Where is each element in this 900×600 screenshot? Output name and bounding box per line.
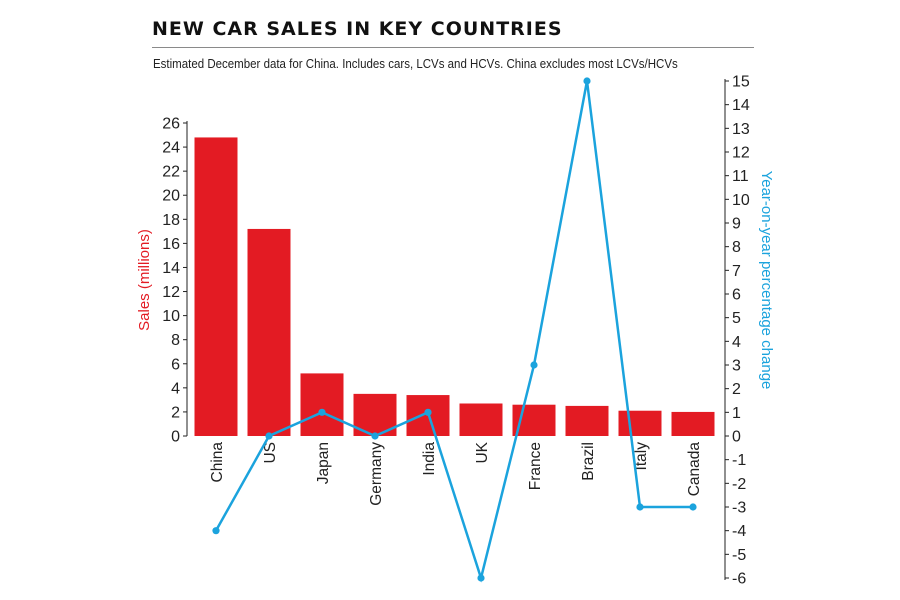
x-tick-label: UK [474, 441, 491, 463]
yoy-point [583, 77, 591, 85]
yoy-point [689, 503, 697, 511]
y2-tick-label: 15 [732, 74, 750, 91]
yoy-point [477, 574, 485, 582]
x-tick-label: Brazil [580, 442, 597, 481]
sales-bar [459, 403, 503, 436]
y-tick-label: 14 [162, 260, 180, 277]
yoy-point [424, 408, 432, 416]
x-tick-label: Canada [686, 442, 703, 497]
x-tick-label: China [209, 442, 226, 483]
y-tick-label: 10 [162, 308, 180, 325]
sales-bar [618, 410, 662, 436]
x-tick-label: Italy [633, 442, 650, 471]
sales-bar [671, 411, 715, 436]
y2-tick-label: 10 [732, 192, 750, 209]
y-tick-label: 4 [171, 380, 180, 397]
y2-tick-label: -2 [732, 476, 746, 493]
y2-tick-label: -3 [732, 500, 746, 517]
y2-tick-label: 12 [732, 145, 750, 162]
y-tick-label: 18 [162, 212, 180, 229]
y2-tick-label: -5 [732, 547, 746, 564]
yoy-point [212, 527, 220, 535]
y-tick-label: 6 [171, 356, 180, 373]
y2-tick-label: 0 [732, 429, 741, 446]
y-tick-label: 2 [171, 404, 180, 421]
chart-title: NEW CAR SALES IN KEY COUNTRIES [152, 18, 563, 40]
y2-tick-label: 3 [732, 358, 741, 375]
yoy-point [371, 432, 379, 440]
sales-bar [247, 228, 291, 436]
x-tick-label: Japan [315, 442, 332, 484]
y-axis-label: Sales (millions) [136, 229, 153, 331]
x-tick-label: France [527, 442, 544, 490]
x-axis-labels: China US Japan Germany India UK France Brazil It… [209, 441, 703, 505]
y2-tick-label: -4 [732, 523, 746, 540]
y-tick-label: 16 [162, 236, 180, 253]
y2-tick-label: 6 [732, 287, 741, 304]
y2-tick-label: 13 [732, 121, 750, 138]
chart-subtitle: Estimated December data for China. Inclu… [153, 57, 678, 71]
y2-tick-label: 9 [732, 216, 741, 233]
y2-tick-label: 14 [732, 97, 750, 114]
sales-bar [300, 373, 344, 436]
y2-tick-label: -6 [732, 571, 746, 588]
y2-axis-label: Year-on-year percentage change [758, 171, 775, 390]
yoy-point [636, 503, 644, 511]
y-tick-label: 20 [162, 188, 180, 205]
y-tick-label: 12 [162, 284, 180, 301]
sales-bars [194, 137, 715, 436]
x-tick-label: India [421, 442, 438, 476]
y-tick-label: 0 [171, 429, 180, 446]
y-tick-label: 22 [162, 164, 180, 181]
yoy-point [318, 408, 326, 416]
yoy-change-line [212, 77, 697, 583]
x-tick-label: US [262, 442, 279, 464]
y2-tick-label: 2 [732, 381, 741, 398]
y2-tick-label: 5 [732, 310, 741, 327]
yoy-point [530, 361, 538, 369]
y2-tick-label: 8 [732, 239, 741, 256]
sales-bar [194, 137, 238, 436]
y2-tick-label: 7 [732, 263, 741, 280]
yoy-line-path [214, 80, 693, 583]
y2-tick-label: 4 [732, 334, 741, 351]
y2-tick-label: 11 [732, 168, 749, 185]
yoy-point [265, 432, 273, 440]
y2-tick-label: -1 [732, 452, 746, 469]
y-tick-label: 8 [171, 332, 180, 349]
x-tick-label: Germany [368, 442, 385, 506]
title-divider [152, 47, 754, 48]
sales-bar [565, 405, 609, 436]
y-tick-label: 24 [162, 140, 180, 157]
y2-tick-label: 1 [732, 405, 741, 422]
y-tick-label: 26 [162, 116, 180, 133]
